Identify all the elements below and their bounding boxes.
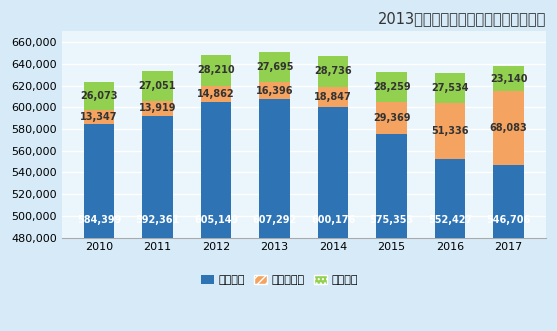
Bar: [84, 110, 114, 124]
Bar: [318, 87, 348, 107]
Bar: [494, 66, 524, 91]
Bar: [142, 71, 173, 101]
Text: 27,695: 27,695: [256, 62, 294, 71]
Bar: [260, 82, 290, 99]
Text: 51,336: 51,336: [431, 126, 469, 136]
Bar: [201, 55, 231, 86]
Bar: [260, 52, 290, 82]
Text: 592,361: 592,361: [135, 214, 179, 224]
Bar: [435, 73, 465, 103]
Text: 23,140: 23,140: [490, 74, 527, 84]
Bar: [84, 124, 114, 331]
Bar: [84, 81, 114, 110]
Text: 18,847: 18,847: [314, 92, 352, 102]
Text: 14,862: 14,862: [197, 89, 235, 99]
Text: 68,083: 68,083: [490, 123, 527, 133]
Text: 27,534: 27,534: [431, 83, 469, 93]
Bar: [494, 91, 524, 165]
Text: 575,353: 575,353: [369, 214, 414, 224]
Text: 546,706: 546,706: [486, 214, 531, 224]
Bar: [377, 102, 407, 134]
Bar: [318, 107, 348, 331]
Text: 29,369: 29,369: [373, 113, 411, 123]
Text: 584,399: 584,399: [77, 214, 121, 224]
Text: 607,292: 607,292: [252, 214, 297, 224]
Bar: [260, 99, 290, 331]
Text: 605,149: 605,149: [194, 214, 238, 224]
Legend: 自家用車, レンタカー, タクシー: 自家用車, レンタカー, タクシー: [197, 270, 363, 290]
Text: 26,073: 26,073: [80, 91, 118, 101]
Bar: [201, 86, 231, 102]
Text: 28,259: 28,259: [373, 82, 411, 92]
Text: 2013年～配車アプリ・サービスの開始: 2013年～配車アプリ・サービスの開始: [378, 11, 546, 26]
Bar: [201, 102, 231, 331]
Text: 28,736: 28,736: [314, 66, 352, 76]
Text: 27,051: 27,051: [139, 81, 176, 91]
Bar: [494, 165, 524, 331]
Bar: [435, 103, 465, 159]
Text: 13,919: 13,919: [139, 103, 176, 113]
Text: 13,347: 13,347: [80, 112, 118, 122]
Bar: [377, 71, 407, 102]
Text: 600,176: 600,176: [311, 214, 355, 224]
Bar: [142, 116, 173, 331]
Bar: [142, 101, 173, 116]
Text: 552,427: 552,427: [428, 214, 472, 224]
Bar: [435, 159, 465, 331]
Text: 28,210: 28,210: [197, 65, 235, 75]
Text: 16,396: 16,396: [256, 86, 294, 96]
Bar: [318, 56, 348, 87]
Bar: [377, 134, 407, 331]
